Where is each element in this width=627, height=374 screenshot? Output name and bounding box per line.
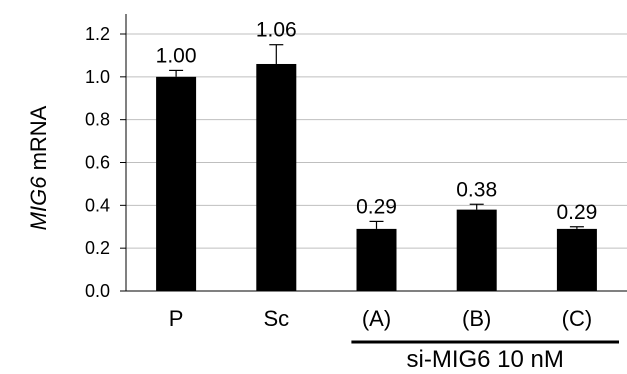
y-tick-label: 0.8 [85,110,110,130]
bars [156,44,597,291]
x-category-label: (A) [362,306,391,331]
y-tick-label: 0.0 [85,281,110,301]
y-tick-label: 1.0 [85,67,110,87]
y-axis-label-gene: MIG6 [26,176,51,231]
data-labels: 1.00 1.06 0.29 0.38 0.29 [156,19,598,224]
y-tick-label: 0.6 [85,153,110,173]
data-label: 1.06 [256,19,297,42]
y-tick-label: 1.2 [85,24,110,44]
bar [556,228,597,291]
data-label: 0.29 [556,201,597,224]
data-label: 0.38 [456,178,497,201]
bar [356,228,397,291]
gridlines [126,33,627,249]
y-axis-label: MIG6 mRNA [26,105,51,230]
data-label: 0.29 [356,195,397,218]
y-tick-label: 0.2 [85,238,110,258]
x-axis: P Sc (A) (B) (C) [126,290,627,331]
data-label: 1.00 [156,44,197,67]
group-label: si-MIG6 10 nM [407,346,564,373]
bar [156,76,197,291]
x-category-label: (C) [562,306,593,331]
y-tick-label: 0.4 [85,195,110,215]
bar [256,63,297,291]
y-axis-label-unit: mRNA [26,105,51,176]
x-category-label: (B) [462,306,491,331]
x-category-label: Sc [263,306,289,331]
bar [456,209,497,291]
y-axis: 0.0 0.2 0.4 0.6 0.8 1.0 1.2 [85,14,127,301]
x-category-label: P [169,306,184,331]
